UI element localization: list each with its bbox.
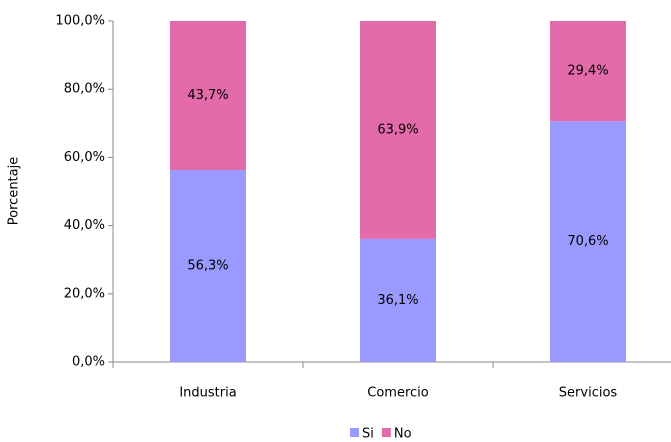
y-tick-label: 100,0% xyxy=(55,14,105,29)
y-axis-label: Porcentaje xyxy=(7,157,22,225)
data-label: 70,6% xyxy=(567,234,608,249)
x-tick-label: Servicios xyxy=(559,386,618,401)
y-tick-label: 20,0% xyxy=(64,286,105,301)
legend-label: No xyxy=(394,427,412,442)
y-tick-label: 80,0% xyxy=(64,82,105,97)
y-tick-label: 40,0% xyxy=(64,218,105,233)
data-label: 56,3% xyxy=(187,259,228,274)
data-label: 36,1% xyxy=(377,293,418,308)
bar-segment xyxy=(360,238,436,362)
bar-segment xyxy=(360,21,436,239)
bar-segment xyxy=(170,170,246,362)
x-tick-label: Comercio xyxy=(367,386,429,401)
data-label: 63,9% xyxy=(377,122,418,137)
legend-label: Si xyxy=(362,427,374,442)
data-label: 29,4% xyxy=(567,64,608,79)
legend-swatch xyxy=(381,428,391,437)
bar-segment xyxy=(170,21,246,171)
legend-swatch xyxy=(350,428,359,437)
bar-segment xyxy=(550,21,626,122)
x-tick-label: Industria xyxy=(179,386,236,401)
data-label: 43,7% xyxy=(187,88,228,103)
y-tick-label: 0,0% xyxy=(72,355,105,370)
y-tick-label: 60,0% xyxy=(64,150,105,165)
bar-segment xyxy=(550,121,626,362)
